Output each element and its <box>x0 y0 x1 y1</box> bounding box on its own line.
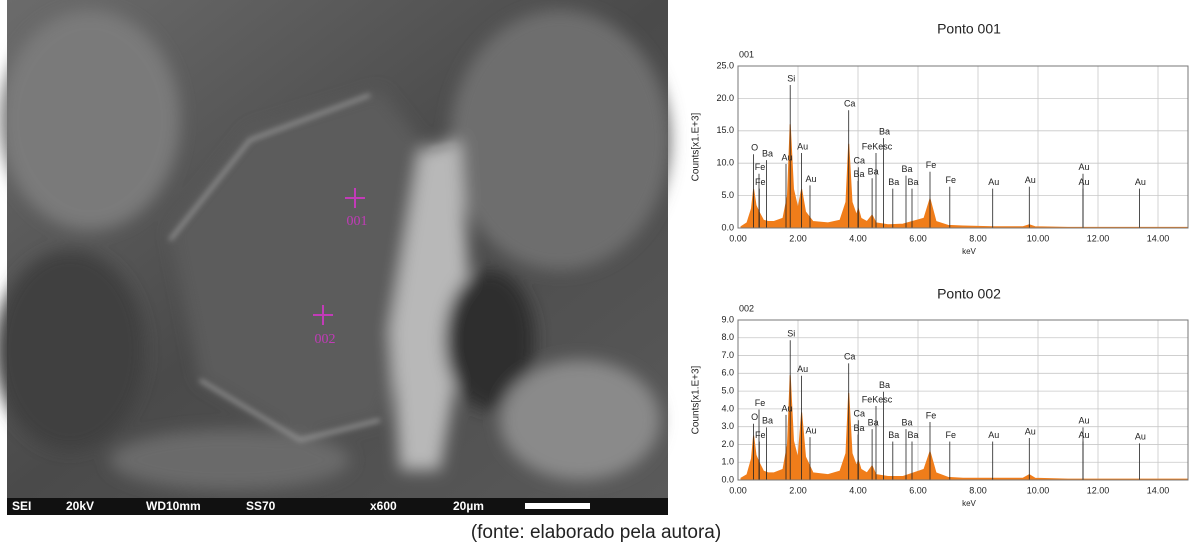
element-label: Au <box>1135 177 1146 187</box>
element-label: Au <box>805 425 816 435</box>
element-label: Au <box>988 177 999 187</box>
element-label: Ba <box>888 177 899 187</box>
spectrum-id: 002 <box>739 303 754 313</box>
element-label: Au <box>1025 426 1036 436</box>
x-axis-label: keV <box>962 247 976 256</box>
element-label: Au <box>805 174 816 184</box>
x-tick-label: 14.00 <box>1147 485 1170 495</box>
element-label: Au <box>1078 416 1089 426</box>
element-label: Ca <box>844 99 856 109</box>
x-tick-label: 0.00 <box>729 485 747 495</box>
y-tick-label: 3.0 <box>721 421 734 431</box>
element-label: Fe <box>755 177 766 187</box>
element-label: FeKesc <box>862 141 893 151</box>
element-label: O <box>751 143 758 153</box>
element-label: Ba <box>853 169 864 179</box>
x-tick-label: 6.00 <box>909 485 927 495</box>
y-tick-label: 5.0 <box>721 190 734 200</box>
marker-label: 002 <box>315 332 336 347</box>
y-tick-label: 10.0 <box>716 158 734 168</box>
element-label: Ba <box>907 177 918 187</box>
element-label: Ca <box>854 409 866 419</box>
element-label: Fe <box>755 430 766 440</box>
x-tick-label: 8.00 <box>969 485 987 495</box>
element-label: Fe <box>946 175 957 185</box>
x-tick-label: 8.00 <box>969 233 987 243</box>
element-label: Ba <box>868 417 879 427</box>
y-tick-label: 6.0 <box>721 368 734 378</box>
y-axis-label: Counts[x1.E+3] <box>691 365 702 434</box>
element-label: Ba <box>853 423 864 433</box>
x-tick-label: 4.00 <box>849 233 867 243</box>
element-label: Au <box>1078 430 1089 440</box>
y-tick-label: 0.0 <box>721 474 734 484</box>
x-tick-label: 4.00 <box>849 485 867 495</box>
element-label: Ca <box>844 352 856 362</box>
element-label: Ca <box>854 156 866 166</box>
element-label: Si <box>787 329 795 339</box>
sem-image <box>0 0 670 515</box>
x-tick-label: 2.00 <box>789 233 807 243</box>
element-label: Fe <box>946 430 957 440</box>
x-tick-label: 12.00 <box>1087 233 1110 243</box>
y-tick-label: 8.0 <box>721 332 734 342</box>
y-axis-label: Counts[x1.E+3] <box>691 112 702 181</box>
y-tick-label: 4.0 <box>721 403 734 413</box>
info-bar-text: 20µm <box>453 499 484 513</box>
y-tick-label: 7.0 <box>721 350 734 360</box>
element-label: Fe <box>755 398 766 408</box>
element-label: Ba <box>868 167 879 177</box>
element-label: Au <box>1135 432 1146 442</box>
element-label: Ba <box>907 430 918 440</box>
x-tick-label: 10.00 <box>1027 485 1050 495</box>
element-label: Ba <box>888 430 899 440</box>
y-tick-label: 5.0 <box>721 385 734 395</box>
chart-title: Ponto 002 <box>937 286 1001 302</box>
info-bar-text: 20kV <box>66 499 94 513</box>
y-tick-label: 20.0 <box>716 93 734 103</box>
figure: 001 002 SEI 20kV WD10mm SS70 x600 20µm (fonte: e… <box>0 0 1192 550</box>
spectrum-id: 001 <box>739 49 754 59</box>
element-label: Ba <box>901 417 912 427</box>
info-bar-text: WD10mm <box>146 499 201 513</box>
y-tick-label: 1.0 <box>721 457 734 467</box>
element-label: Ba <box>762 416 773 426</box>
element-label: Fe <box>755 162 766 172</box>
element-label: FeKesc <box>862 394 893 404</box>
element-label: Au <box>781 152 792 162</box>
x-tick-label: 14.00 <box>1147 233 1170 243</box>
marker-label: 001 <box>347 214 368 229</box>
element-label: Fe <box>926 410 937 420</box>
element-label: Ba <box>901 164 912 174</box>
element-label: Au <box>1078 162 1089 172</box>
element-label: Au <box>988 430 999 440</box>
element-label: Ba <box>762 149 773 159</box>
y-tick-label: 25.0 <box>716 60 734 70</box>
element-label: Au <box>1025 175 1036 185</box>
element-label: Si <box>787 73 795 83</box>
element-label: Ba <box>879 380 890 390</box>
y-tick-label: 2.0 <box>721 439 734 449</box>
element-label: Au <box>1078 177 1089 187</box>
element-label: Au <box>781 403 792 413</box>
x-tick-label: 12.00 <box>1087 485 1110 495</box>
x-tick-label: 6.00 <box>909 233 927 243</box>
info-bar-text: SEI <box>12 499 31 513</box>
y-tick-label: 9.0 <box>721 314 734 324</box>
element-label: Fe <box>926 160 937 170</box>
y-tick-label: 15.0 <box>716 125 734 135</box>
x-tick-label: 2.00 <box>789 485 807 495</box>
x-tick-label: 10.00 <box>1027 233 1050 243</box>
chart-title: Ponto 001 <box>937 21 1001 37</box>
element-label: Ba <box>879 126 890 136</box>
x-tick-label: 0.00 <box>729 233 747 243</box>
x-axis-label: keV <box>962 499 976 508</box>
info-bar-text: x600 <box>370 499 397 513</box>
caption: (fonte: elaborado pela autora) <box>471 522 721 543</box>
element-label: Au <box>797 364 808 374</box>
element-label: Au <box>797 141 808 151</box>
y-tick-label: 0.0 <box>721 222 734 232</box>
info-bar-text: SS70 <box>246 499 276 513</box>
element-label: O <box>751 412 758 422</box>
